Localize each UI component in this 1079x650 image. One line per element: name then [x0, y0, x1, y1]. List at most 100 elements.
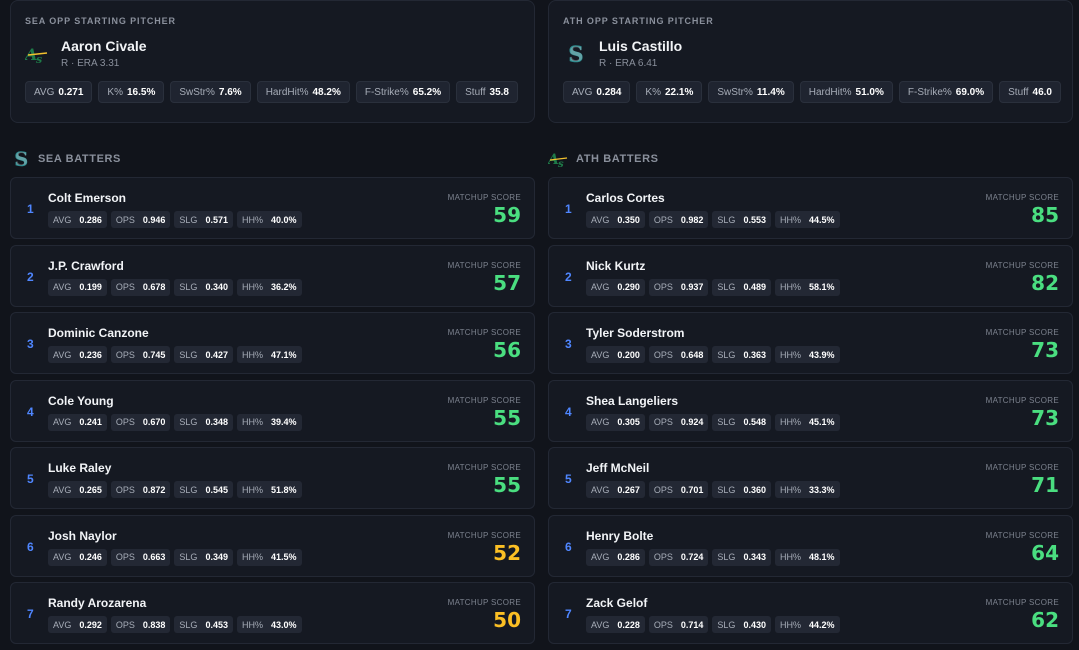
pitcher-hand-era: R · ERA 3.31	[61, 58, 120, 69]
batter-card[interactable]: 2 Nick Kurtz AVG 0.290 OPS 0.937 SLG 0.489 …	[548, 244, 1073, 307]
svg-text:S: S	[569, 42, 583, 66]
athletics-logo-icon: A s	[25, 41, 51, 67]
batter-stats: AVG 0.290 OPS 0.937 SLG 0.489 HH% 58.1%	[586, 278, 840, 296]
pitcher-name: Luis Castillo	[599, 38, 683, 54]
batter-stats: AVG 0.228 OPS 0.714 SLG 0.430 HH% 44.2%	[586, 616, 840, 633]
stat-slg: SLG 0.571	[174, 211, 233, 228]
pitcher-stats: AVG 0.271 K% 16.5% SwStr% 7.6% HardHit% 48.2…	[25, 81, 520, 103]
batter-name: Shea Langeliers	[586, 393, 679, 408]
stat-avg: AVG 0.246	[48, 548, 107, 566]
matchup-score-label: MATCHUP SCORE	[447, 260, 521, 270]
matchup-score: 57	[493, 270, 521, 295]
pitcher-stat-fstrike-pct: F-Strike% 69.0%	[898, 81, 994, 103]
batting-order: 5	[565, 472, 572, 486]
stat-hh-pct: HH% 48.1%	[774, 548, 840, 566]
batter-stats: AVG 0.236 OPS 0.745 SLG 0.427 HH% 47.1%	[48, 346, 302, 363]
stat-slg: SLG 0.453	[174, 616, 233, 633]
stat-hh-pct: HH% 36.2%	[236, 278, 302, 296]
stat-ops: OPS 0.701	[648, 481, 709, 498]
pitcher-card-label: SEA OPP STARTING PITCHER	[25, 16, 176, 26]
pitcher-stat-avg: AVG 0.284	[563, 81, 631, 103]
batting-order: 2	[27, 269, 34, 284]
batter-card[interactable]: 1 Carlos Cortes AVG 0.350 OPS 0.982 SLG 0.5…	[548, 177, 1073, 239]
stat-hh-pct: HH% 58.1%	[774, 278, 840, 296]
batting-order: 3	[565, 337, 572, 351]
batting-order: 3	[27, 337, 34, 351]
svg-text:s: s	[558, 159, 564, 169]
matchup-score: 59	[493, 203, 521, 227]
batter-card[interactable]: 3 Tyler Soderstrom AVG 0.200 OPS 0.648 SLG…	[548, 312, 1073, 374]
batter-list: 1 Colt Emerson AVG 0.286 OPS 0.946 SLG 0.57…	[10, 177, 535, 650]
stat-ops: OPS 0.678	[110, 278, 171, 296]
batting-order: 4	[565, 404, 572, 419]
stat-slg: SLG 0.343	[712, 548, 771, 566]
batter-name: Josh Naylor	[48, 528, 117, 543]
batter-list: 1 Carlos Cortes AVG 0.350 OPS 0.982 SLG 0.5…	[548, 177, 1073, 650]
batter-card[interactable]: 5 Jeff McNeil AVG 0.267 OPS 0.701 SLG 0.360…	[548, 447, 1073, 509]
sea-column: SEA OPP STARTING PITCHER A s Aaron Cival…	[10, 0, 535, 644]
matchup-score: 52	[493, 540, 521, 565]
stat-avg: AVG 0.200	[586, 346, 645, 363]
matchup-score: 82	[1031, 270, 1059, 295]
batter-card[interactable]: 7 Randy Arozarena AVG 0.292 OPS 0.838 SLG 0…	[10, 582, 535, 644]
stat-slg: SLG 0.427	[174, 346, 233, 363]
stat-slg: SLG 0.553	[712, 211, 771, 228]
pitcher-stats: AVG 0.284 K% 22.1% SwStr% 11.4% HardHit% 51.…	[563, 81, 1061, 103]
batter-card[interactable]: 4 Shea Langeliers AVG 0.305 OPS 0.924 SLG 0…	[548, 379, 1073, 442]
stat-ops: OPS 0.937	[648, 278, 709, 296]
pitcher-stat-k-pct: K% 16.5%	[98, 81, 165, 103]
batter-stats: AVG 0.200 OPS 0.648 SLG 0.363 HH% 43.9%	[586, 346, 840, 363]
matchup-score: 50	[493, 608, 521, 632]
batter-card[interactable]: 7 Zack Gelof AVG 0.228 OPS 0.714 SLG 0.430 …	[548, 582, 1073, 644]
team-header: S S SEA BATTERS	[10, 148, 121, 170]
batting-order: 5	[27, 472, 34, 486]
batter-name: Colt Emerson	[48, 191, 127, 205]
stat-hh-pct: HH% 51.8%	[236, 481, 302, 498]
batter-card[interactable]: 3 Dominic Canzone AVG 0.236 OPS 0.745 SLG 0…	[10, 312, 535, 374]
matchup-score-label: MATCHUP SCORE	[447, 193, 521, 202]
team-header-label: SEA BATTERS	[38, 153, 121, 165]
matchup-score: 85	[1031, 203, 1059, 227]
stat-avg: AVG 0.286	[48, 211, 107, 228]
stat-hh-pct: HH% 44.5%	[774, 211, 840, 228]
matchup-score: 73	[1031, 338, 1059, 362]
pitcher-stat-stuff: Stuff 46.0	[999, 81, 1061, 103]
batter-card[interactable]: 6 Henry Bolte AVG 0.286 OPS 0.724 SLG 0.343…	[548, 514, 1073, 577]
stat-hh-pct: HH% 47.1%	[236, 346, 302, 363]
matchup-score-label: MATCHUP SCORE	[985, 463, 1059, 472]
batter-card[interactable]: 5 Luke Raley AVG 0.265 OPS 0.872 SLG 0.545 …	[10, 447, 535, 509]
athletics-logo-icon: A s	[548, 148, 570, 170]
batter-card[interactable]: 1 Colt Emerson AVG 0.286 OPS 0.946 SLG 0.57…	[10, 177, 535, 239]
matchup-score-label: MATCHUP SCORE	[985, 328, 1059, 337]
stat-hh-pct: HH% 41.5%	[236, 548, 302, 566]
batter-stats: AVG 0.286 OPS 0.946 SLG 0.571 HH% 40.0%	[48, 211, 302, 228]
matchup-score: 55	[493, 405, 521, 430]
batter-card[interactable]: 6 Josh Naylor AVG 0.246 OPS 0.663 SLG 0.349…	[10, 514, 535, 577]
stat-hh-pct: HH% 44.2%	[774, 616, 840, 633]
batter-stats: AVG 0.286 OPS 0.724 SLG 0.343 HH% 48.1%	[586, 548, 840, 566]
stat-avg: AVG 0.290	[586, 278, 645, 296]
mariners-logo-icon: S S	[10, 148, 32, 170]
batter-stats: AVG 0.292 OPS 0.838 SLG 0.453 HH% 43.0%	[48, 616, 302, 633]
batter-stats: AVG 0.241 OPS 0.670 SLG 0.348 HH% 39.4%	[48, 413, 302, 431]
stat-slg: SLG 0.363	[712, 346, 771, 363]
stat-slg: SLG 0.340	[174, 278, 233, 296]
svg-text:S: S	[568, 42, 584, 67]
svg-text:S: S	[14, 148, 29, 170]
stat-hh-pct: HH% 45.1%	[774, 413, 840, 431]
batter-stats: AVG 0.267 OPS 0.701 SLG 0.360 HH% 33.3%	[586, 481, 840, 498]
batter-card[interactable]: 4 Cole Young AVG 0.241 OPS 0.670 SLG 0.348 …	[10, 379, 535, 442]
batter-name: J.P. Crawford	[48, 258, 124, 273]
stat-slg: SLG 0.360	[712, 481, 771, 498]
pitcher-card-label: ATH OPP STARTING PITCHER	[563, 16, 714, 26]
batter-card[interactable]: 2 J.P. Crawford AVG 0.199 OPS 0.678 SLG 0.3…	[10, 244, 535, 307]
matchup-score-label: MATCHUP SCORE	[985, 395, 1059, 405]
matchup-score: 64	[1031, 540, 1059, 565]
pitcher-stat-swstr-pct: SwStr% 11.4%	[708, 81, 794, 103]
stat-ops: OPS 0.946	[110, 211, 171, 228]
stat-avg: AVG 0.241	[48, 413, 107, 431]
batting-order: 6	[27, 539, 34, 554]
matchup-score-label: MATCHUP SCORE	[985, 193, 1059, 202]
stat-ops: OPS 0.838	[110, 616, 171, 633]
batter-name: Jeff McNeil	[586, 461, 650, 475]
